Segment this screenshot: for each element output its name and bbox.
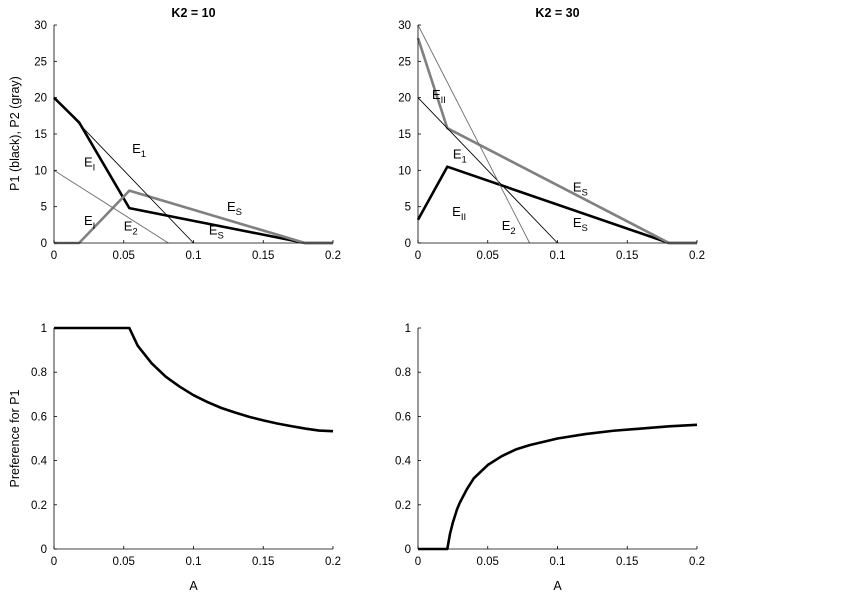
y-tick-label: 25 [398,56,411,68]
panel-bottom-right: A 0 0.05 0.1 0.15 0.2 0 0.2 0.4 0.6 0.8 1 [395,323,705,593]
x-tick-label: 0.05 [477,556,499,568]
x-tick-label: 0.15 [252,250,274,262]
x-tick-label: 0.2 [325,250,341,262]
x-tick-label: 0.05 [113,250,135,262]
y-tick-label: 1 [405,323,411,335]
x-tick-label: 0.05 [113,556,135,568]
x-tick-label: 0.1 [186,250,202,262]
y-tick-label: 0.6 [31,411,47,423]
y-tick-label: 25 [34,56,47,68]
annotation-label: ES [209,222,224,241]
x-tick-label: 0.15 [616,556,638,568]
x-tick-label: 0.1 [550,556,566,568]
y-tick-label: 5 [41,202,47,214]
x-tick-label: 0.2 [689,556,705,568]
x-tick-label: 0.1 [186,556,202,568]
chart-title: K2 = 30 [535,6,579,20]
series-line-1 [54,189,333,245]
y-tick-label: 0.8 [31,367,47,379]
y-tick-label: 5 [405,202,411,214]
y-tick-label: 0.4 [31,456,48,468]
y-tick-label: 0 [405,544,411,556]
x-tick-label: 0.05 [477,250,499,262]
y-axis-label-top: P1 (black), P2 (gray) [8,76,22,191]
y-tick-label: 0.2 [395,500,411,512]
y-tick-label: 0 [41,238,47,250]
panel-top-right: K2 = 30 0 0.05 0.1 0.15 0.2 0 5 10 15 20 25 30 EII E1… [398,6,705,262]
x-tick-label: 0 [415,250,421,262]
y-tick-label: 0.8 [395,367,411,379]
annotation-label: ES [573,179,588,198]
x-axis-label: A [553,579,562,593]
y-tick-label: 20 [398,93,411,105]
y-axis-label-bottom: Preference for P1 [8,389,22,487]
annotation-label: ES [573,215,588,234]
y-tick-label: 0 [405,238,411,250]
panel-bottom-left: A 0 0.05 0.1 0.15 0.2 0 0.2 0.4 0.6 0.8 1 [31,323,341,593]
y-tick-label: 1 [41,323,47,335]
x-tick-label: 0.15 [252,556,274,568]
x-tick-label: 0.2 [689,250,705,262]
x-tick-label: 0.15 [616,250,638,262]
series-line-0 [53,96,333,245]
series-line-0 [54,326,334,433]
y-tick-label: 0 [41,544,47,556]
reference-line-2 [53,97,194,244]
x-tick-label: 0 [415,556,421,568]
y-tick-label: 10 [34,165,47,177]
reference-line-3 [417,24,531,244]
annotation-label: E1 [453,147,467,166]
x-tick-label: 0.2 [325,556,341,568]
x-tick-label: 0 [51,250,57,262]
chart-title: K2 = 10 [171,6,215,20]
annotation-label: EI [84,155,95,174]
y-tick-label: 30 [398,20,411,32]
annotation-label: E2 [502,218,516,237]
annotation-label: E2 [124,219,138,238]
y-tick-label: 20 [34,93,47,105]
x-tick-label: 0 [51,556,57,568]
y-tick-label: 15 [34,129,47,141]
y-tick-label: 10 [398,165,411,177]
reference-line-3 [53,169,169,244]
annotation-label: E1 [132,141,146,160]
x-tick-label: 0.1 [550,250,566,262]
reference-line-2 [417,97,558,244]
panel-top-left: K2 = 10 0 0.05 0.1 0.15 0.2 0 5 10 15 20 25 30 EI E1 E… [34,6,341,262]
y-tick-label: 30 [34,20,47,32]
annotation-label: EI [84,213,95,232]
annotation-label: EII [432,87,446,106]
annotation-label: ES [227,199,242,218]
x-axis-label: A [189,579,198,593]
annotation-label: EII [452,204,466,223]
series-line-0 [418,423,698,551]
y-tick-label: 15 [398,129,411,141]
y-tick-label: 0.4 [395,456,412,468]
y-tick-label: 0.2 [31,500,47,512]
y-tick-label: 0.6 [395,411,411,423]
